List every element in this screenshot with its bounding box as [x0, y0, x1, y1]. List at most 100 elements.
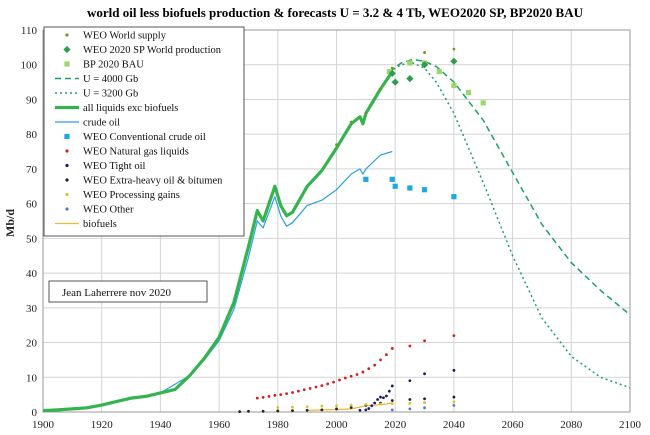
data-point: [291, 409, 294, 413]
data-point: [387, 389, 391, 393]
legend-label: biofuels: [83, 219, 117, 230]
y-tick-label: 100: [21, 60, 38, 72]
data-point: [267, 394, 271, 398]
data-point: [308, 386, 312, 390]
data-point: [450, 57, 458, 65]
data-point: [406, 75, 414, 83]
legend-swatch: [64, 61, 70, 67]
y-tick-labels: 0 10 20 30 40 50 60 70 80 90 100 110: [21, 25, 38, 419]
data-point: [421, 187, 428, 193]
data-point: [364, 408, 368, 412]
data-point: [379, 358, 382, 362]
legend-swatch: [65, 149, 69, 153]
legend-label: WEO Other: [83, 205, 134, 216]
data-point: [349, 374, 353, 378]
data-point: [255, 396, 259, 400]
data-point: [388, 69, 396, 78]
x-tick-label: 2000: [326, 419, 349, 431]
data-point: [349, 120, 353, 124]
data-point: [423, 339, 426, 343]
series-all-liquids-exc-biofuels: [42, 70, 394, 413]
data-point: [296, 389, 300, 393]
legend-item: WEO 2020 SP World production: [63, 45, 222, 56]
data-point: [384, 394, 388, 398]
legend-item: WEO Processing gains: [65, 190, 180, 201]
legend-item: WEO Conventional crude oil: [64, 132, 206, 143]
data-point: [363, 176, 369, 182]
data-point: [390, 402, 394, 406]
legend-label: WEO Natural gas liquids: [83, 147, 189, 158]
data-point: [361, 370, 365, 374]
legend-swatch: [65, 33, 69, 37]
x-tick-label: 1940: [149, 419, 172, 431]
legend-item: WEO Natural gas liquids: [65, 147, 189, 158]
data-point: [261, 409, 265, 413]
series-group: [42, 47, 631, 414]
data-point: [279, 393, 283, 397]
data-point: [367, 407, 371, 410]
data-point: [452, 334, 456, 337]
y-tick-label: 90: [26, 94, 38, 106]
series-biofuels: [307, 402, 393, 411]
legend-item: biofuels: [55, 219, 117, 230]
legend-label: WEO Extra-heavy oil & bitumen: [83, 176, 223, 187]
chart-title: world oil less biofuels production & for…: [87, 5, 584, 20]
series-line: [42, 70, 394, 413]
data-point: [389, 176, 395, 182]
legend-item: WEO Extra-heavy oil & bitumen: [65, 176, 223, 187]
data-point: [408, 398, 412, 401]
legend-swatch: [64, 133, 70, 140]
series-u-4000-gb: [388, 58, 631, 316]
data-point: [305, 408, 309, 412]
data-point: [407, 185, 413, 191]
legend-swatch: [65, 207, 69, 211]
data-point: [423, 406, 426, 410]
series-weo-other: [390, 404, 456, 412]
data-point: [423, 401, 426, 405]
data-point: [423, 372, 426, 376]
data-point: [392, 183, 398, 189]
legend-frame: [43, 26, 245, 237]
series-line: [388, 62, 631, 389]
data-point: [390, 408, 394, 412]
legend-item: WEO Other: [65, 205, 134, 216]
data-point: [364, 111, 368, 115]
legend-item: all liquids exc biofuels: [55, 103, 178, 114]
data-point: [320, 404, 324, 408]
legend-label: WEO Tight oil: [83, 161, 146, 172]
y-tick-label: 70: [26, 164, 38, 176]
legend-swatch: [63, 45, 71, 54]
legend-item: U = 4000 Gb: [55, 74, 138, 85]
data-point: [320, 384, 324, 388]
data-point: [291, 391, 294, 394]
y-axis-label: Mb/d: [3, 209, 17, 237]
data-point: [247, 409, 250, 413]
data-point: [314, 385, 318, 389]
plot-frame: [42, 29, 631, 413]
legend-label: WEO World supply: [83, 31, 167, 42]
data-point: [465, 89, 472, 96]
data-point: [335, 143, 338, 147]
series-weo-extra-heavy-oil-bitumen: [238, 395, 456, 414]
data-point: [420, 61, 429, 69]
legend-label: all liquids exc biofuels: [83, 103, 178, 114]
x-tick-label: 1920: [91, 419, 114, 431]
data-point: [390, 66, 394, 70]
series-line: [388, 58, 631, 316]
data-point: [379, 402, 382, 406]
data-point: [373, 363, 377, 367]
data-point: [335, 407, 338, 411]
data-point: [408, 344, 412, 348]
legend-label: U = 4000 Gb: [83, 74, 138, 85]
legend-item: WEO World supply: [65, 31, 167, 42]
data-point: [332, 380, 335, 384]
legend-swatch: [65, 163, 69, 168]
y-tick-label: 60: [26, 199, 38, 211]
series-line: [307, 402, 393, 411]
x-tick-label: 2020: [384, 419, 407, 431]
data-point: [261, 396, 265, 399]
data-point: [390, 384, 394, 388]
data-point: [364, 402, 368, 406]
data-point: [451, 194, 457, 200]
x-tick-label: 2100: [619, 419, 642, 431]
